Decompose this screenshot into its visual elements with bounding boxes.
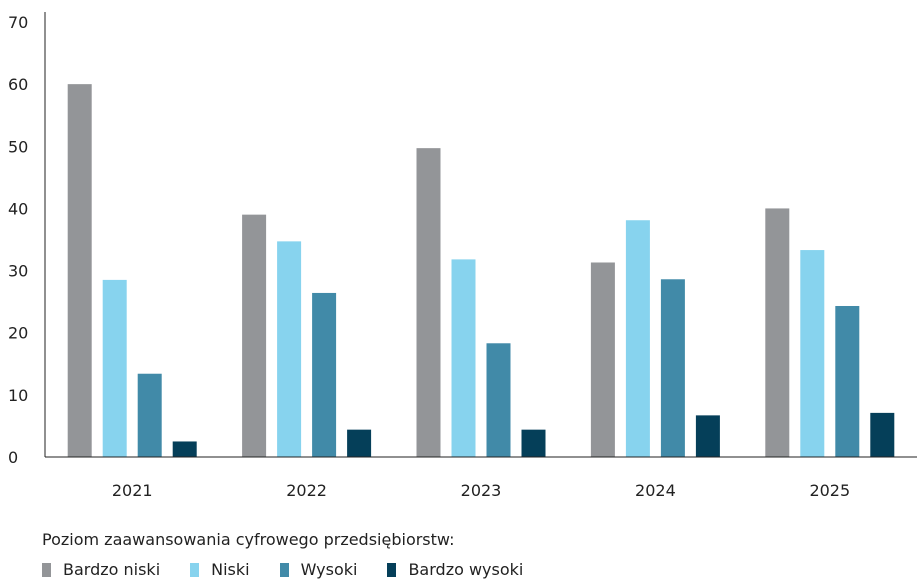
bar <box>521 429 546 457</box>
bar <box>765 208 790 457</box>
x-tick-label: 2022 <box>286 481 327 500</box>
bar <box>312 292 337 457</box>
legend-label: Bardzo niski <box>63 560 161 579</box>
bar <box>695 415 720 457</box>
legend-item: Bardzo wysoki <box>387 560 523 579</box>
bar <box>347 429 372 457</box>
y-tick-label: 30 <box>8 262 28 281</box>
x-tick-label: 2023 <box>461 481 502 500</box>
legend-swatch <box>190 562 200 577</box>
x-tick-label: 2024 <box>635 481 676 500</box>
x-tick-label: 2021 <box>112 481 153 500</box>
bar <box>870 412 895 457</box>
legend: Bardzo niski Niski Wysoki Bardzo wysoki <box>42 560 553 579</box>
y-tick-label: 40 <box>8 199 28 218</box>
bar <box>277 241 302 457</box>
y-tick-label: 10 <box>8 386 28 405</box>
bar <box>800 250 825 457</box>
legend-label: Niski <box>211 560 250 579</box>
legend-swatch <box>387 562 397 577</box>
bar <box>590 262 615 457</box>
legend-swatch <box>279 562 289 577</box>
y-tick-label: 70 <box>8 13 28 32</box>
bar <box>416 148 441 457</box>
x-axis-ticks: 2021 2022 2023 2024 2025 <box>112 481 850 500</box>
bar <box>660 279 685 457</box>
y-axis-ticks: 0 10 20 30 40 50 60 70 <box>8 13 28 467</box>
bars <box>67 84 895 458</box>
bar <box>137 373 162 457</box>
bar <box>835 305 860 457</box>
legend-item: Bardzo niski <box>42 560 160 579</box>
legend-item: Wysoki <box>279 560 358 579</box>
legend-label: Wysoki <box>300 560 358 579</box>
bar <box>242 214 267 457</box>
bar <box>451 259 476 457</box>
bar <box>625 220 650 457</box>
bar-chart: 0 10 20 30 40 50 60 70 2021 2022 2023 2024 2025 <box>8 12 917 500</box>
y-tick-label: 20 <box>8 324 28 343</box>
legend-swatch <box>42 562 51 577</box>
y-tick-label: 60 <box>8 75 28 94</box>
x-tick-label: 2025 <box>809 481 850 500</box>
legend-label: Bardzo wysoki <box>408 560 524 579</box>
legend-item: Niski <box>190 560 250 579</box>
legend-title: Poziom zaawansowania cyfrowego przedsięb… <box>42 530 455 549</box>
bar <box>102 279 127 457</box>
y-tick-label: 0 <box>8 448 18 467</box>
bar <box>486 343 511 457</box>
bar <box>67 84 92 458</box>
bar <box>172 441 197 457</box>
y-tick-label: 50 <box>8 137 28 156</box>
